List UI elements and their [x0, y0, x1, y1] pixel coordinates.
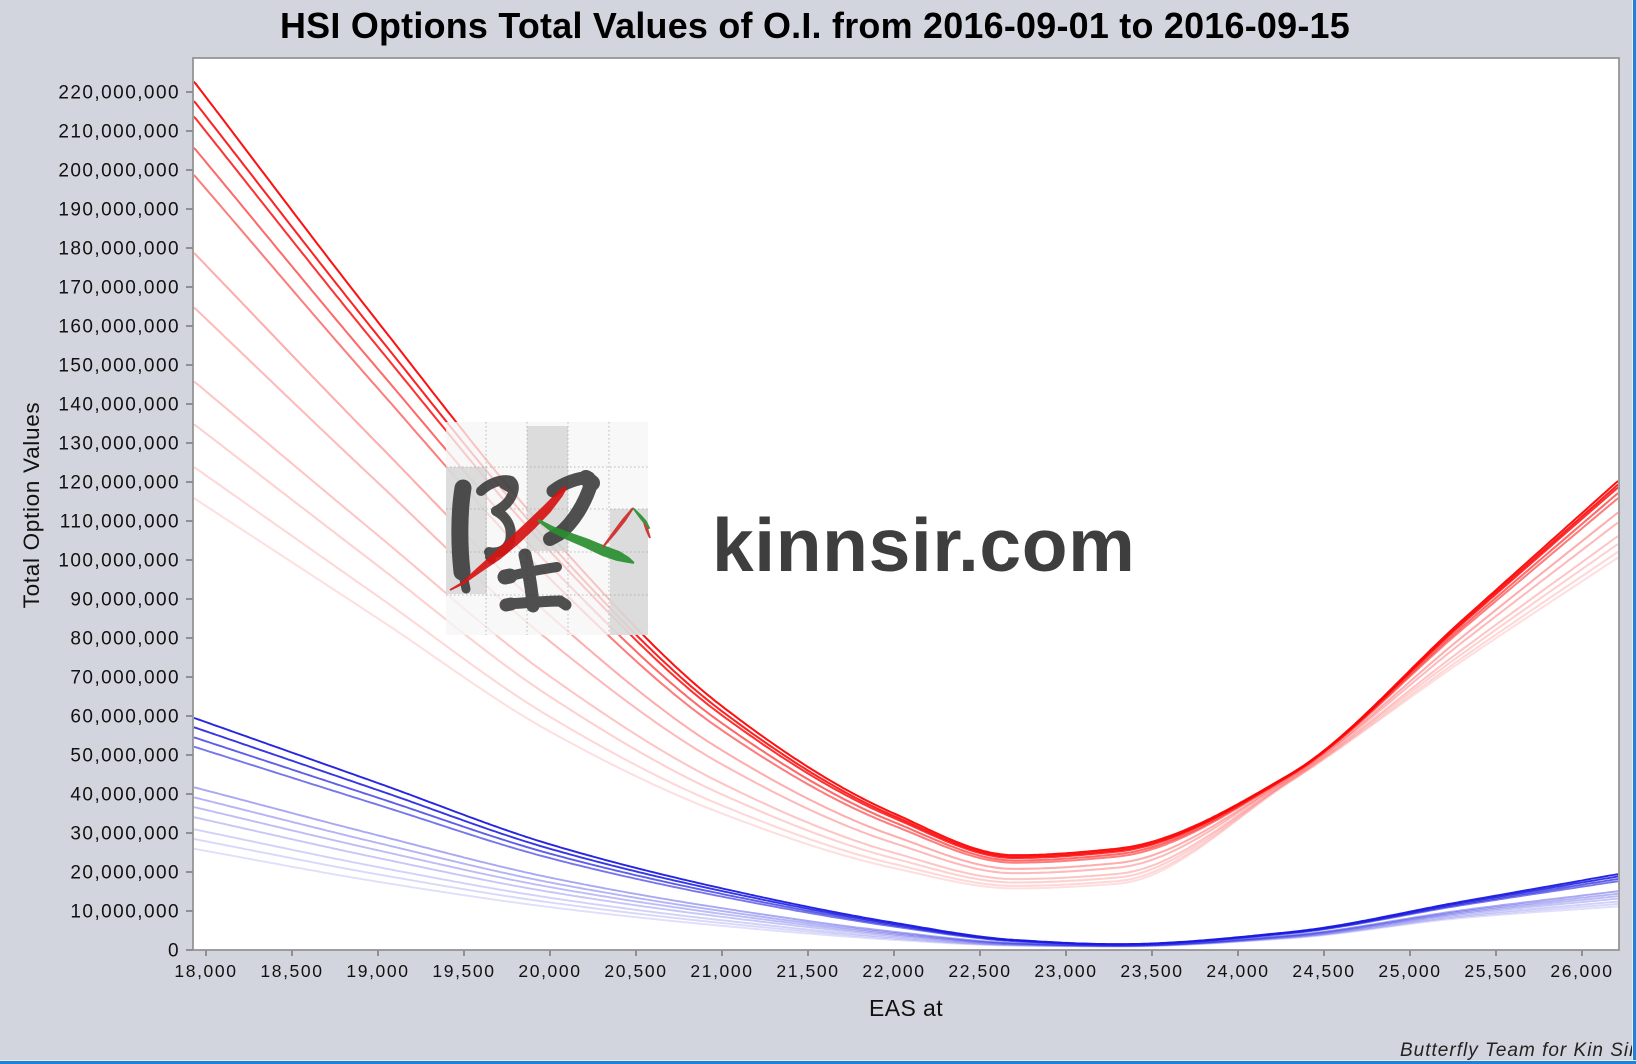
- svg-text:200,000,000: 200,000,000: [58, 161, 180, 182]
- svg-text:Total Option Values: Total Option Values: [19, 402, 44, 609]
- svg-text:21,500: 21,500: [776, 961, 839, 981]
- svg-text:22,000: 22,000: [862, 961, 925, 981]
- svg-text:210,000,000: 210,000,000: [58, 122, 180, 143]
- svg-text:20,000,000: 20,000,000: [70, 863, 180, 884]
- svg-text:20,000: 20,000: [518, 961, 581, 981]
- svg-text:25,000: 25,000: [1378, 961, 1441, 981]
- svg-text:0: 0: [168, 941, 180, 962]
- svg-text:20,500: 20,500: [604, 961, 667, 981]
- svg-text:50,000,000: 50,000,000: [70, 746, 180, 767]
- svg-text:24,500: 24,500: [1292, 961, 1355, 981]
- svg-text:60,000,000: 60,000,000: [70, 707, 180, 728]
- svg-text:EAS at: EAS at: [869, 995, 943, 1021]
- svg-text:23,500: 23,500: [1120, 961, 1183, 981]
- svg-text:80,000,000: 80,000,000: [70, 629, 180, 650]
- svg-text:170,000,000: 170,000,000: [58, 278, 180, 299]
- svg-text:100,000,000: 100,000,000: [58, 551, 180, 572]
- svg-text:21,000: 21,000: [690, 961, 753, 981]
- svg-text:160,000,000: 160,000,000: [58, 317, 180, 338]
- svg-text:18,500: 18,500: [260, 961, 323, 981]
- svg-text:24,000: 24,000: [1206, 961, 1269, 981]
- svg-text:120,000,000: 120,000,000: [58, 473, 180, 494]
- svg-text:18,000: 18,000: [174, 961, 237, 981]
- svg-text:140,000,000: 140,000,000: [58, 395, 180, 416]
- svg-text:kinnsir.com: kinnsir.com: [712, 503, 1135, 587]
- svg-text:150,000,000: 150,000,000: [58, 356, 180, 377]
- svg-text:10,000,000: 10,000,000: [70, 902, 180, 923]
- svg-text:30,000,000: 30,000,000: [70, 824, 180, 845]
- svg-text:220,000,000: 220,000,000: [58, 83, 180, 104]
- svg-text:90,000,000: 90,000,000: [70, 590, 180, 611]
- svg-text:19,500: 19,500: [432, 961, 495, 981]
- svg-text:26,000: 26,000: [1550, 961, 1613, 981]
- svg-text:40,000,000: 40,000,000: [70, 785, 180, 806]
- svg-text:190,000,000: 190,000,000: [58, 200, 180, 221]
- svg-text:HSI Options Total Values of O.: HSI Options Total Values of O.I. from 20…: [280, 6, 1350, 46]
- svg-text:180,000,000: 180,000,000: [58, 239, 180, 260]
- svg-text:70,000,000: 70,000,000: [70, 668, 180, 689]
- svg-text:22,500: 22,500: [948, 961, 1011, 981]
- svg-text:19,000: 19,000: [346, 961, 409, 981]
- svg-text:110,000,000: 110,000,000: [60, 512, 180, 533]
- svg-text:Butterfly Team for Kin Sir: Butterfly Team for Kin Sir: [1400, 1040, 1636, 1061]
- svg-text:23,000: 23,000: [1034, 961, 1097, 981]
- svg-text:25,500: 25,500: [1464, 961, 1527, 981]
- svg-text:130,000,000: 130,000,000: [58, 434, 180, 455]
